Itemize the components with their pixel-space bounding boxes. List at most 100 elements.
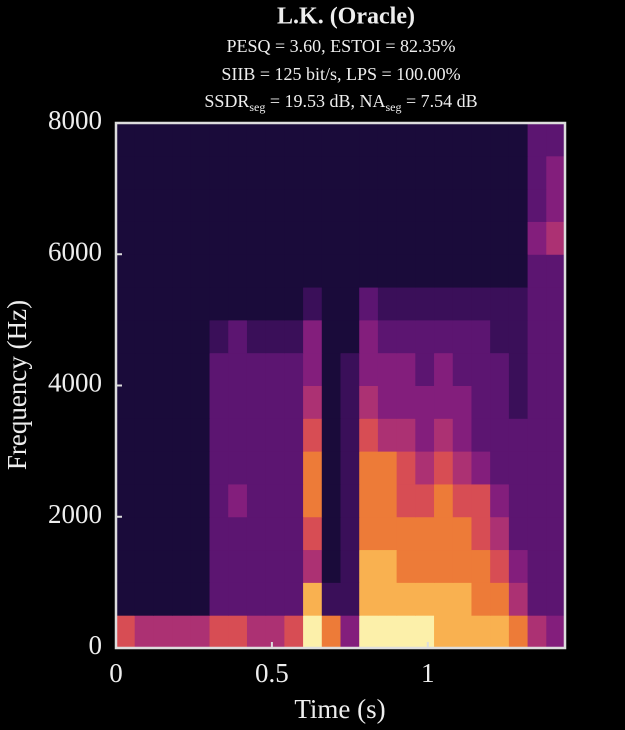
spectrogram-cell bbox=[546, 451, 566, 485]
spectrogram-cell bbox=[471, 483, 491, 518]
spectrogram-cell bbox=[527, 319, 547, 354]
spectrogram-cell bbox=[508, 385, 529, 419]
spectrogram-cell bbox=[134, 385, 154, 419]
spectrogram-cell bbox=[246, 516, 267, 551]
spectrogram-cell bbox=[359, 615, 379, 649]
spectrogram-cell bbox=[452, 123, 472, 157]
spectrogram-cell bbox=[508, 451, 529, 485]
spectrogram-cell bbox=[116, 582, 136, 616]
spectrogram-cell bbox=[116, 188, 136, 222]
spectrogram-cell bbox=[303, 385, 323, 419]
spectrogram-cell bbox=[452, 451, 472, 485]
spectrogram-cell bbox=[434, 319, 454, 354]
y-tick-label: 6000 bbox=[48, 236, 102, 266]
spectrogram-cell bbox=[321, 516, 341, 551]
subscript: seg bbox=[386, 100, 402, 114]
spectrogram-cell bbox=[396, 516, 416, 551]
spectrogram-cell bbox=[415, 385, 435, 419]
spectrogram-cell bbox=[396, 254, 416, 288]
spectrogram-cell bbox=[415, 451, 435, 485]
spectrogram-cell bbox=[434, 451, 454, 485]
spectrogram-cell bbox=[490, 451, 510, 485]
spectrogram-cell bbox=[340, 254, 360, 288]
spectrogram-cell bbox=[359, 155, 379, 190]
spectrogram-cell bbox=[452, 582, 472, 616]
spectrogram-cell bbox=[471, 188, 491, 222]
spectrogram-cell bbox=[321, 287, 341, 321]
y-tick-label: 2000 bbox=[48, 499, 102, 529]
spectrogram-cell bbox=[396, 615, 416, 649]
spectrogram-cell bbox=[377, 549, 398, 583]
spectrogram-cell bbox=[190, 155, 211, 190]
spectrogram-cell bbox=[415, 516, 435, 551]
spectrogram-cell bbox=[134, 287, 154, 321]
spectrogram-cell bbox=[153, 254, 173, 288]
spectrogram-cell bbox=[490, 188, 510, 222]
spectrogram-cell bbox=[284, 123, 304, 157]
spectrogram-cell bbox=[452, 516, 472, 551]
spectrogram-cell bbox=[434, 516, 454, 551]
spectrogram-cell bbox=[153, 155, 173, 190]
spectrogram-cell bbox=[303, 188, 323, 222]
spectrogram-cell bbox=[508, 123, 529, 157]
spectrogram-cell bbox=[134, 188, 154, 222]
spectrogram-cell bbox=[359, 582, 379, 616]
spectrogram-cell bbox=[284, 483, 304, 518]
spectrogram-cell bbox=[246, 123, 267, 157]
spectrogram-cell bbox=[153, 123, 173, 157]
spectrogram-cell bbox=[116, 221, 136, 255]
spectrogram-cell bbox=[172, 221, 192, 255]
spectrogram-cell bbox=[340, 287, 360, 321]
spectrogram-cell bbox=[246, 188, 267, 222]
spectrogram-cell bbox=[228, 155, 248, 190]
spectrogram-cell bbox=[434, 221, 454, 255]
y-axis-label: Frequency (Hz) bbox=[2, 300, 32, 470]
spectrogram-cell bbox=[321, 549, 341, 583]
spectrogram-cell bbox=[396, 549, 416, 583]
spectrogram-cell bbox=[116, 123, 136, 157]
subtitle-part: = 19.53 dB, NA bbox=[265, 91, 385, 111]
spectrogram-cell bbox=[434, 483, 454, 518]
spectrogram-cell bbox=[546, 188, 566, 222]
spectrogram-cell bbox=[340, 352, 360, 386]
spectrogram-cell bbox=[284, 155, 304, 190]
spectrogram-cell bbox=[321, 188, 341, 222]
spectrogram-cell bbox=[527, 451, 547, 485]
subtitle-part: = 7.54 dB bbox=[402, 91, 478, 111]
spectrogram-cell bbox=[246, 287, 267, 321]
spectrogram-cell bbox=[471, 385, 491, 419]
spectrogram-cell bbox=[415, 615, 435, 649]
spectrogram-cell bbox=[190, 582, 211, 616]
spectrogram-cell bbox=[415, 483, 435, 518]
spectrogram-cell bbox=[452, 615, 472, 649]
spectrogram-cell bbox=[303, 352, 323, 386]
spectrogram-cell bbox=[527, 287, 547, 321]
spectrogram-cell bbox=[359, 123, 379, 157]
spectrogram-cell bbox=[321, 352, 341, 386]
spectrogram-cell bbox=[471, 254, 491, 288]
spectrogram-cell bbox=[434, 352, 454, 386]
spectrogram-cell bbox=[321, 451, 341, 485]
spectrogram-cell bbox=[396, 385, 416, 419]
spectrogram-cell bbox=[321, 254, 341, 288]
spectrogram-cell bbox=[284, 221, 304, 255]
spectrogram-cell bbox=[265, 516, 285, 551]
spectrogram-cell bbox=[265, 418, 285, 452]
spectrogram-cell bbox=[340, 418, 360, 452]
spectrogram-cell bbox=[434, 615, 454, 649]
spectrogram-cell bbox=[471, 516, 491, 551]
spectrogram-cell bbox=[527, 123, 547, 157]
spectrogram-cell bbox=[434, 385, 454, 419]
spectrogram-cell bbox=[359, 549, 379, 583]
spectrogram-cell bbox=[284, 385, 304, 419]
spectrogram-cell bbox=[508, 254, 529, 288]
spectrogram-cell bbox=[190, 483, 211, 518]
spectrogram-cell bbox=[508, 549, 529, 583]
spectrogram-cell bbox=[303, 516, 323, 551]
spectrogram-cell bbox=[190, 451, 211, 485]
spectrogram-cell bbox=[190, 254, 211, 288]
spectrogram-cell bbox=[434, 188, 454, 222]
spectrogram-cell bbox=[246, 549, 267, 583]
spectrogram-cell bbox=[265, 123, 285, 157]
spectrogram-cell bbox=[508, 516, 529, 551]
